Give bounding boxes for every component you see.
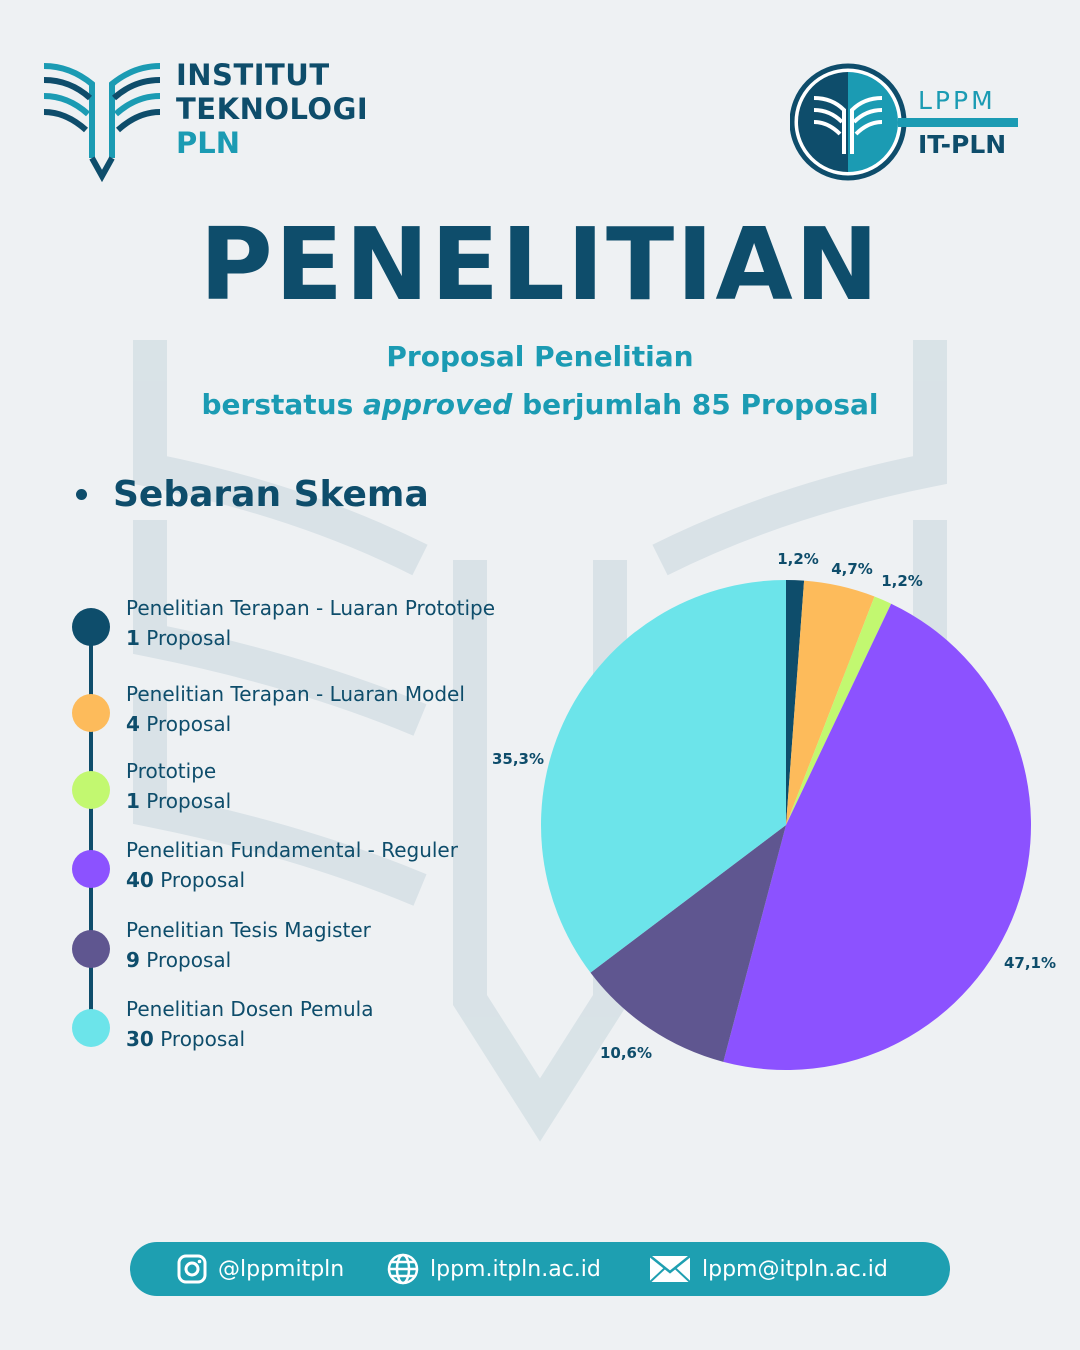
subtitle-line-2: berstatus approved berjumlah 85 Proposal	[0, 388, 1080, 421]
bullet-dot	[76, 489, 87, 500]
legend-marker	[72, 1009, 110, 1047]
legend-marker	[72, 850, 110, 888]
logo-text-pln: PLN	[176, 126, 241, 160]
legend-count: 1 Proposal	[126, 789, 231, 813]
legend-count: 40 Proposal	[126, 868, 245, 892]
legend-count-number: 1	[126, 789, 140, 813]
subtitle-pre: berstatus	[201, 388, 364, 421]
pie-slice	[786, 596, 892, 825]
pie-slice	[590, 825, 786, 1062]
pie-slice-label: 47,1%	[1004, 954, 1056, 972]
legend-label: Penelitian Tesis Magister	[126, 918, 371, 942]
instagram-handle[interactable]: @lppmitpln	[218, 1256, 345, 1282]
legend-count-unit: Proposal	[139, 712, 232, 736]
legend-label: Penelitian Terapan - Luaran Model	[126, 682, 465, 706]
legend-marker	[72, 694, 110, 732]
logo-text-itpln: IT-PLN	[918, 130, 1007, 159]
legend-label: Penelitian Terapan - Luaran Prototipe	[126, 596, 496, 620]
legend-count-number: 1	[126, 626, 140, 650]
pie-slice	[541, 580, 786, 973]
lppm-emblem-icon	[789, 63, 1018, 181]
instagram-icon	[177, 1254, 207, 1284]
logo-text-lppm: LPPM	[918, 86, 996, 115]
legend-label: Penelitian Fundamental - Reguler	[126, 838, 458, 862]
legend-label: Penelitian Dosen Pemula	[126, 997, 374, 1021]
legend-count-unit: Proposal	[139, 789, 232, 813]
itpln-logo: INSTITUT TEKNOLOGI PLN	[40, 58, 368, 182]
pie-slice	[723, 603, 1032, 1071]
subtitle-post: berjumlah 85 Proposal	[512, 388, 879, 421]
pie-slice-label: 35,3%	[492, 750, 544, 768]
pie-slice-label: 10,6%	[600, 1044, 652, 1062]
pie-slice	[786, 580, 805, 825]
subtitle-line-1: Proposal Penelitian	[386, 340, 694, 373]
section-heading: Sebaran Skema	[76, 474, 429, 515]
logo-text-teknologi: TEKNOLOGI	[176, 92, 369, 126]
mail-icon	[649, 1255, 691, 1283]
website-url[interactable]: lppm.itpln.ac.id	[430, 1256, 601, 1282]
globe-icon	[387, 1253, 419, 1285]
logo-text-institut: INSTITUT	[176, 58, 330, 92]
book-logo-icon	[43, 63, 161, 182]
instagram-contact[interactable]: @lppmitpln	[176, 1253, 344, 1285]
legend-count-number: 30	[126, 1027, 154, 1051]
website-contact[interactable]: lppm.itpln.ac.id	[386, 1252, 601, 1286]
page-title: PENELITIAN	[199, 206, 881, 323]
legend-label: Prototipe	[126, 759, 217, 783]
legend-marker	[72, 608, 110, 646]
legend-count-unit: Proposal	[153, 868, 246, 892]
legend-count: 1 Proposal	[126, 626, 231, 650]
legend-count-unit: Proposal	[139, 626, 232, 650]
legend-count-number: 40	[126, 868, 154, 892]
lppm-logo: LPPM IT-PLN	[789, 62, 1030, 182]
pie-slice-label: 4,7%	[831, 560, 873, 578]
email-address[interactable]: lppm@itpln.ac.id	[702, 1256, 888, 1282]
legend-count-number: 9	[126, 948, 140, 972]
pie-slice-label: 1,2%	[881, 572, 923, 590]
legend-count: 30 Proposal	[126, 1027, 245, 1051]
legend-count: 4 Proposal	[126, 712, 231, 736]
legend-marker	[72, 771, 110, 809]
legend-count-unit: Proposal	[139, 948, 232, 972]
legend-count: 9 Proposal	[126, 948, 231, 972]
legend-count-unit: Proposal	[153, 1027, 246, 1051]
email-contact[interactable]: lppm@itpln.ac.id	[648, 1254, 888, 1284]
legend-marker	[72, 930, 110, 968]
legend-count-number: 4	[126, 712, 140, 736]
subtitle-italic: approved	[363, 388, 513, 421]
pie-slice	[786, 580, 875, 825]
legend-connector-line	[89, 628, 93, 1026]
contact-bar: @lppmitpln lppm.itpln.ac.id lppm@itpln.a…	[130, 1242, 950, 1296]
section-heading-text: Sebaran Skema	[113, 474, 429, 515]
pie-slice-label: 1,2%	[777, 550, 819, 568]
